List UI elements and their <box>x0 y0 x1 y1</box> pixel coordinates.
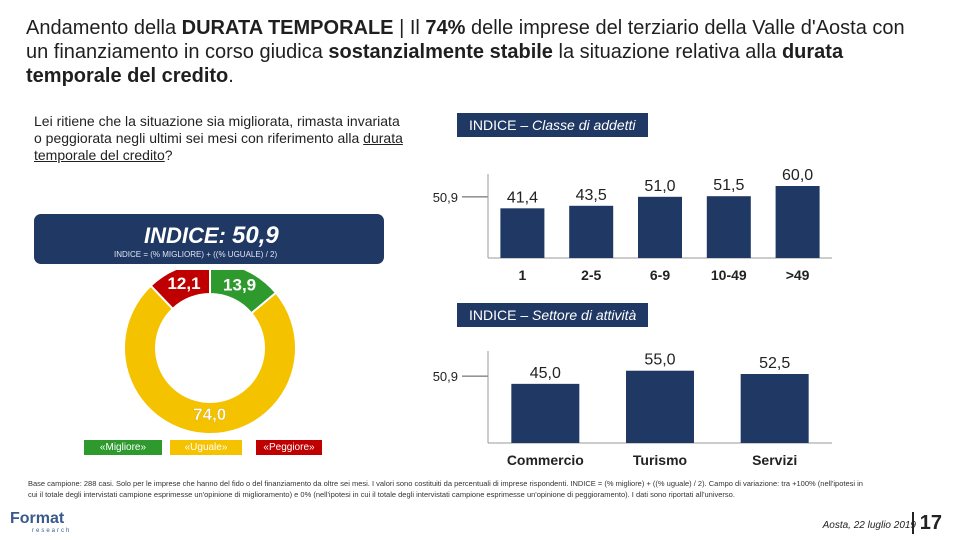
title-part: | Il <box>393 17 426 39</box>
title-part: Andamento della <box>26 17 182 39</box>
logo-sub: research <box>32 528 72 534</box>
index-formula: INDICE = (% MIGLIORE) + ((% UGUALE) / 2) <box>114 250 278 259</box>
category-tick-label: >49 <box>786 267 810 283</box>
bar-value-label: 52,5 <box>759 355 790 372</box>
place-date: Aosta, 22 luglio 2019 <box>822 520 916 531</box>
category-tick-label: 1 <box>519 267 527 283</box>
question-part: Lei ritiene che la situazione sia miglio… <box>34 113 400 146</box>
company-logo: Format research <box>10 510 69 534</box>
category-tick-label: 2-5 <box>581 267 601 283</box>
bar <box>626 370 694 443</box>
title-part: . <box>228 65 234 87</box>
question-part: durata temporale del credito <box>34 130 403 163</box>
bar-value-label: 41,4 <box>507 189 538 206</box>
donut-slice <box>149 270 211 311</box>
bar-value-label: 55,0 <box>644 352 675 369</box>
legend-label: «Migliore» <box>99 442 147 453</box>
legend-peggiore: «Peggiore» <box>256 440 322 455</box>
bar <box>706 196 751 258</box>
donut-value-label: 74,0 <box>193 405 226 424</box>
page-number: 17 <box>911 512 942 534</box>
question-part: ? <box>164 147 173 163</box>
panel-italic: Classe di addetti <box>532 117 636 133</box>
legend-uguale: «Uguale» <box>170 440 242 455</box>
bar-value-label: 43,5 <box>576 187 607 204</box>
category-tick-label: 10-49 <box>711 267 747 283</box>
legend-label: «Peggiore» <box>263 442 315 453</box>
bar-value-label: 60,0 <box>782 167 813 184</box>
donut-value-label: 12,1 <box>167 274 200 293</box>
logo-text: Format <box>10 510 65 527</box>
category-tick-label: Servizi <box>752 452 797 468</box>
bar-chart-addetti: 50,9 41,4 1 43,5 2-5 51,0 6-9 51,5 10-49 60,0 >49 <box>433 167 832 283</box>
bar-chart-settore: 50,9 45,0 Commercio 55,0 Turismo 52,5 Servizi <box>433 351 832 468</box>
reference-label: 50,9 <box>433 190 458 205</box>
donut-chart: 13,9 74,0 12,1 <box>123 270 297 435</box>
page-title: Andamento della DURATA TEMPORALE | Il 74… <box>26 16 926 88</box>
panel-italic: Settore di attività <box>532 307 637 323</box>
footer-note: Base campione: 288 casi. Solo per le imp… <box>28 479 863 499</box>
legend-migliore: «Migliore» <box>84 440 162 455</box>
category-tick-label: 6-9 <box>650 267 670 283</box>
index-label: INDICE: <box>144 223 232 248</box>
index-heading: INDICE: 50,9 <box>144 222 279 250</box>
bar <box>638 196 682 258</box>
panel-prefix: INDICE – <box>469 117 533 133</box>
panel-label-addetti: INDICE – Classe di addetti <box>457 113 648 137</box>
bar-value-label: 51,5 <box>713 177 744 194</box>
bar <box>740 374 809 443</box>
bar <box>500 208 545 258</box>
title-part: sostanzialmente stabile <box>328 41 553 63</box>
category-tick-label: Turismo <box>633 452 687 468</box>
bar <box>569 205 614 258</box>
title-part: 74% <box>425 17 466 39</box>
bar <box>775 186 820 258</box>
survey-question: Lei ritiene che la situazione sia miglio… <box>34 113 404 164</box>
panel-label-settore: INDICE – Settore di attività <box>457 303 649 327</box>
bar <box>511 383 580 443</box>
reference-label: 50,9 <box>433 369 458 384</box>
title-part: la situazione relativa alla <box>552 41 782 63</box>
bar-value-label: 51,0 <box>644 178 675 195</box>
title-part: DURATA TEMPORALE <box>181 17 394 39</box>
donut-slice <box>123 284 297 435</box>
title-part: durata temporale del credito <box>26 41 844 87</box>
legend-label: «Uguale» <box>184 442 228 453</box>
category-tick-label: Commercio <box>507 452 584 468</box>
index-summary-box: INDICE: 50,9 INDICE = (% MIGLIORE) + ((%… <box>34 214 384 264</box>
index-value: 50,9 <box>232 222 279 249</box>
panel-prefix: INDICE – <box>469 307 533 323</box>
donut-value-label: 13,9 <box>223 276 256 295</box>
bar-value-label: 45,0 <box>530 365 561 382</box>
title-part: delle imprese del terziario della Valle … <box>26 17 905 63</box>
